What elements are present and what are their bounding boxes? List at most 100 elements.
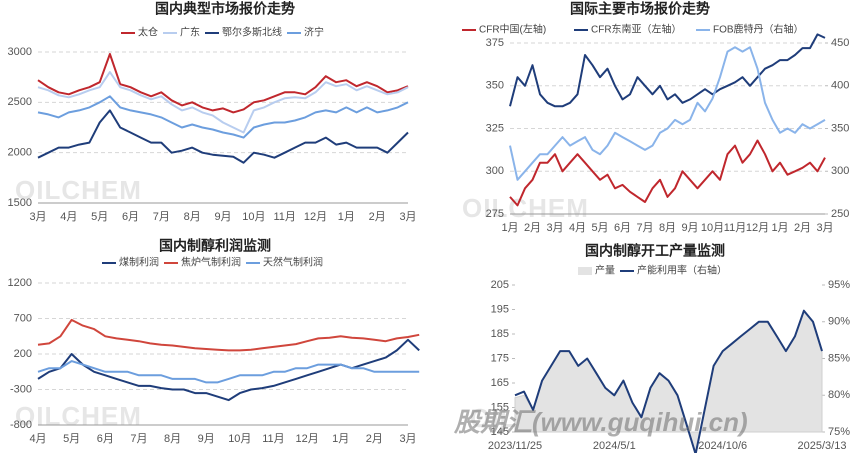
- x-tick-label: 8月: [164, 433, 181, 445]
- legend-label: FOB鹿特丹（右轴）: [713, 23, 804, 36]
- y-tick-label: 700: [14, 312, 32, 324]
- y-tick-label: 195: [491, 303, 509, 315]
- x-tick-label: 12月: [746, 222, 769, 234]
- x-tick-label: 2024/10/6: [698, 440, 747, 452]
- y-tick-label: 205: [491, 279, 509, 291]
- watermark: OILCHEM: [15, 401, 142, 431]
- y-tick-label: 325: [486, 122, 504, 134]
- y-tick-label: 300: [486, 165, 504, 177]
- line: [37, 360, 420, 384]
- x-tick-label: 1月: [332, 433, 349, 445]
- x-tick-label: 2023/11/25: [488, 440, 542, 452]
- x-tick-label: 3月: [816, 222, 833, 234]
- line: [509, 33, 826, 108]
- x-tick-label: 2025/3/13: [798, 440, 847, 452]
- x-tick-label: 5月: [63, 433, 80, 445]
- x-tick-label: 8月: [184, 211, 201, 223]
- watermark: OILCHEM: [462, 193, 589, 223]
- x-tick-label: 4月: [569, 222, 586, 234]
- y-tick-label: 375: [486, 37, 504, 49]
- line: [509, 46, 826, 181]
- x-tick-label: 10月: [701, 222, 724, 234]
- y2-tick-label: 75%: [828, 426, 850, 438]
- legend-label: 煤制利润: [119, 256, 159, 269]
- y-tick-label: 275: [486, 208, 504, 220]
- y-tick-label: 145: [491, 426, 509, 438]
- y-tick-label: -800: [10, 419, 32, 431]
- x-tick-label: 5月: [91, 211, 108, 223]
- chart-title: 国内典型市场报价走势: [155, 1, 295, 17]
- x-tick-label: 10月: [228, 433, 251, 445]
- y-tick-label: 2500: [8, 96, 32, 108]
- x-tick-label: 11月: [724, 222, 746, 234]
- x-tick-label: 3月: [546, 222, 563, 234]
- y2-tick-label: 250: [831, 208, 849, 220]
- y2-tick-label: 450: [831, 37, 849, 49]
- x-tick-label: 4月: [60, 211, 77, 223]
- chart-title: 国内制醇利润监测: [159, 238, 271, 254]
- x-tick-label: 5月: [591, 222, 608, 234]
- x-tick-label: 9月: [214, 211, 231, 223]
- x-tick-label: 3月: [399, 433, 416, 445]
- x-tick-label: 7月: [130, 433, 147, 445]
- legend-label: 产能利用率（右轴）: [637, 264, 727, 277]
- line: [37, 71, 409, 134]
- y2-tick-label: 350: [831, 122, 849, 134]
- y-tick-label: 350: [486, 80, 504, 92]
- y-tick-label: 1200: [8, 277, 32, 289]
- legend-label: 广东: [180, 26, 200, 39]
- x-tick-label: 2月: [794, 222, 811, 234]
- y-tick-label: 200: [14, 348, 32, 360]
- legend-swatch: [578, 267, 592, 275]
- y2-tick-label: 300: [831, 165, 849, 177]
- x-tick-label: 2024/5/1: [593, 440, 636, 452]
- watermark: OILCHEM: [15, 175, 142, 205]
- legend-label: CFR东南亚（左轴）: [591, 23, 682, 36]
- y2-tick-label: 400: [831, 80, 849, 92]
- line: [37, 318, 420, 352]
- x-tick-label: 7月: [636, 222, 653, 234]
- x-tick-label: 9月: [198, 433, 215, 445]
- legend-label: 产量: [595, 264, 615, 277]
- x-tick-label: 6月: [97, 433, 114, 445]
- x-tick-label: 1月: [338, 211, 355, 223]
- x-tick-label: 2月: [369, 211, 386, 223]
- x-tick-label: 4月: [29, 433, 46, 445]
- y-tick-label: 3000: [8, 46, 32, 58]
- y2-tick-label: 90%: [828, 316, 850, 328]
- line: [514, 309, 823, 453]
- legend-label: CFR中国(左轴): [479, 23, 546, 36]
- x-tick-label: 1月: [501, 222, 518, 234]
- x-tick-label: 2月: [524, 222, 541, 234]
- x-tick-label: 3月: [399, 211, 416, 223]
- line: [37, 338, 420, 402]
- y2-tick-label: 80%: [828, 389, 850, 401]
- x-tick-label: 11月: [262, 433, 284, 445]
- x-tick-label: 12月: [295, 433, 318, 445]
- x-tick-label: 10月: [242, 211, 265, 223]
- overlay-watermark: 股期汇(www.guqihui.cn): [453, 407, 748, 437]
- legend-label: 太仓: [138, 26, 158, 39]
- legend-label: 焦炉气制利润: [181, 256, 241, 269]
- x-tick-label: 9月: [681, 222, 698, 234]
- legend-label: 鄂尔多斯北线: [222, 26, 282, 39]
- y2-tick-label: 85%: [828, 352, 850, 364]
- x-tick-label: 6月: [614, 222, 631, 234]
- y-tick-label: -300: [10, 383, 32, 395]
- line: [37, 95, 409, 139]
- x-tick-label: 8月: [659, 222, 676, 234]
- chart-title: 国际主要市场报价走势: [570, 1, 710, 17]
- chart-title: 国内制醇开工产量监测: [585, 243, 725, 259]
- y-tick-label: 1500: [8, 197, 32, 209]
- line: [37, 53, 409, 114]
- y-tick-label: 2000: [8, 147, 32, 159]
- x-tick-label: 6月: [122, 211, 139, 223]
- x-tick-label: 2月: [366, 433, 383, 445]
- legend-label: 天然气制利润: [263, 256, 323, 269]
- x-tick-label: 7月: [153, 211, 170, 223]
- line: [37, 109, 409, 164]
- y-tick-label: 165: [491, 377, 509, 389]
- y2-tick-label: 95%: [828, 279, 850, 291]
- x-tick-label: 1月: [771, 222, 788, 234]
